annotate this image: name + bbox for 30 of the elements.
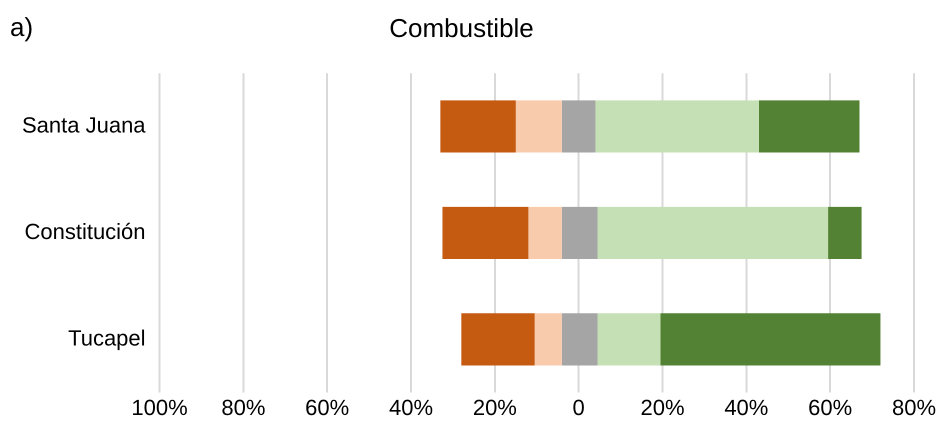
bar — [828, 206, 862, 259]
x-tick-label: 60% — [808, 394, 852, 420]
x-tick-label: 40% — [724, 394, 768, 420]
x-tick-label: 40% — [389, 394, 434, 420]
bar — [440, 100, 516, 153]
x-tick-label: 60% — [305, 394, 350, 420]
x-tick-label: 100% — [131, 394, 188, 420]
bar — [562, 206, 598, 259]
x-tick-label: 20% — [472, 394, 517, 420]
bar — [528, 206, 562, 259]
text: a) — [10, 12, 34, 43]
x-tick-label: 80% — [892, 394, 936, 420]
bar — [660, 313, 880, 366]
bar — [758, 100, 860, 153]
chart-title: Combustible — [389, 12, 534, 43]
y-tick-label: Santa Juana — [22, 112, 146, 138]
bar — [461, 313, 535, 366]
bar — [516, 100, 562, 153]
bar — [598, 313, 660, 366]
bar — [595, 100, 759, 153]
y-tick-label: Tucapel — [68, 325, 146, 350]
bar — [562, 100, 596, 153]
y-tick-label: Constitución — [24, 218, 146, 244]
bar — [562, 313, 598, 366]
x-tick-label: 20% — [640, 394, 685, 420]
bar — [598, 206, 828, 259]
bar — [534, 313, 562, 366]
x-tick-label: 80% — [221, 394, 266, 420]
x-tick-label: 0 — [572, 394, 585, 420]
bar — [442, 206, 528, 259]
